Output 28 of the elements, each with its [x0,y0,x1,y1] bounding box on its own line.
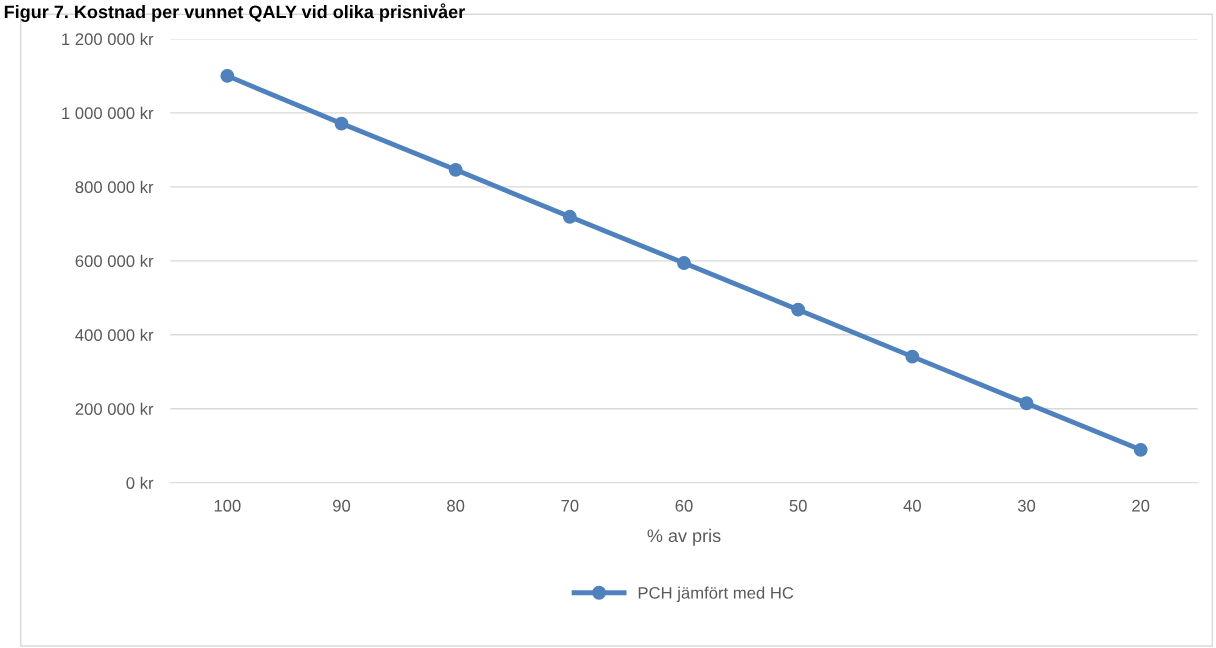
point [448,162,463,177]
x-tick-label: 50 [789,499,807,512]
point [905,349,920,364]
point [677,256,691,270]
x-tick-label: 20 [1132,499,1150,512]
y-tick-label: 400 000 kr [75,328,154,341]
x-axis-title: % av pris [647,528,721,546]
x-tick-label: 30 [1017,499,1036,512]
legend-label: PCH jämfört med HC [638,586,794,603]
point [562,209,577,224]
x-tick-label: 80 [447,499,465,512]
x-tick-label: 100 [214,499,241,512]
y-tick-label: 600 000 kr [75,254,154,268]
x-tick-label: 40 [903,499,921,512]
y-tick-label: 1 200 000 kr [62,32,154,46]
chart-title: Figur 7. Kostnad per vunnet QALY vid olika prisnivåer [4,3,465,22]
point [1133,442,1148,457]
x-tick-label: 90 [333,499,351,512]
y-tick-label: 1 000 000 kr [62,106,154,120]
point [791,302,806,317]
point [334,116,349,131]
x-tick-label: 70 [561,499,579,512]
point [220,68,235,83]
y-tick-label: 800 000 kr [75,180,154,194]
x-tick-label: 60 [675,499,693,512]
y-tick-label: 200 000 kr [75,402,154,415]
y-tick-label: 0 kr [126,476,154,489]
point [1019,396,1034,411]
